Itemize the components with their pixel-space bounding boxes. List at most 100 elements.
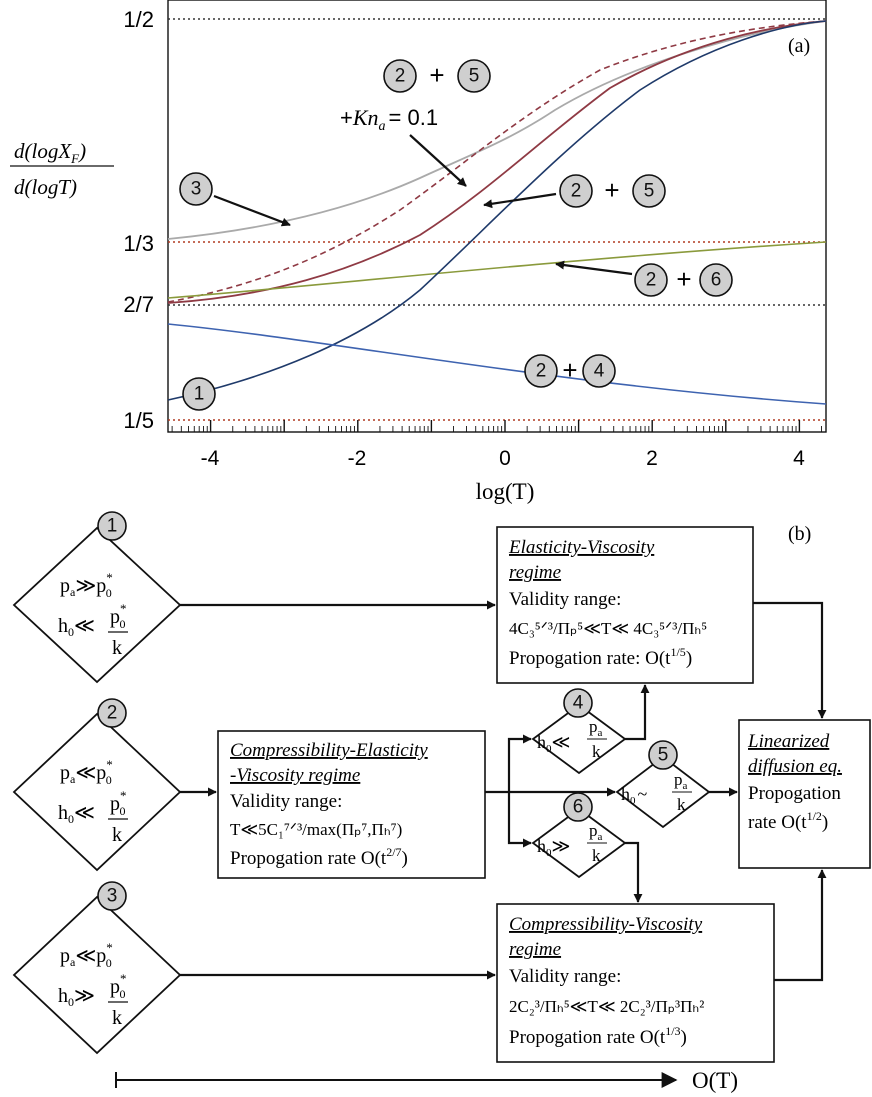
bubble-2-kn	[383, 59, 417, 93]
box-cev-rate-exp: 2/7	[386, 845, 401, 859]
d2-frac-den: k	[112, 824, 122, 846]
flow-arrows	[180, 600, 827, 982]
d3-frac-sup: *	[120, 971, 127, 986]
curve-2-plus-5	[167, 20, 827, 304]
curve-2-plus-5-kn	[167, 20, 827, 303]
kn-var: Kn	[352, 105, 379, 130]
d5-frac-num: p	[674, 770, 683, 789]
d2-p: p	[60, 762, 70, 784]
box-cev-title-2: -Viscosity regime	[230, 765, 360, 786]
box-cev-rate-close: )	[402, 848, 408, 869]
y-tick-two-sevenths: 2/7	[123, 292, 154, 317]
box-cv-validity: Validity range:	[509, 966, 621, 987]
d4-rel: ≪	[552, 732, 571, 752]
plus-kn-1: +	[429, 60, 444, 90]
annotation-1: 1	[182, 377, 216, 411]
arrow-25	[483, 192, 557, 209]
d3-h: h	[58, 985, 68, 1007]
arrow-3	[213, 194, 291, 227]
svg-text:pa≪p*0: pa≪p* 0	[60, 940, 113, 970]
curve-2-plus-4	[167, 323, 827, 405]
box-ev-rate-exp: 1/5	[670, 645, 685, 659]
box-ld-title-2: diffusion eq.	[748, 756, 842, 777]
d2-frac-num: p	[110, 793, 120, 815]
y-tick-fifth: 1/5	[123, 408, 154, 433]
d1-frac-num: p	[110, 606, 120, 628]
y-label-numerator-sub: F	[70, 151, 80, 166]
diamond-5-shape	[615, 755, 711, 829]
bubble-1-a-label: 1	[194, 384, 205, 405]
box-cv-range: 2C₂³/Πₕ⁵≪Ƭ≪ 2C₂³/Πₚ³Πₕ²	[509, 997, 704, 1016]
box-ld-title-1: Linearized	[747, 731, 830, 752]
bubble-2-kn-label: 2	[395, 66, 406, 87]
d4-h-sub: 0	[546, 743, 552, 755]
annotation-2-4: 2 + 4	[524, 354, 616, 388]
box-cv-rate-close: )	[681, 1027, 687, 1048]
svg-text:Propogation rate O(t1/3): Propogation rate O(t1/3)	[509, 1024, 687, 1048]
d1-p0-sub: 0	[106, 586, 112, 600]
box-elasticity-viscosity: Elasticity-Viscosity regime Validity ran…	[496, 526, 754, 684]
y-label-numerator: d(logX	[14, 139, 72, 163]
box-compressibility-viscosity: Compressibility-Viscosity regime Validit…	[496, 903, 775, 1063]
bubble-4-a	[582, 354, 616, 388]
d4-h: h	[537, 732, 546, 752]
plus-26: +	[676, 264, 691, 294]
box-ld-frame	[738, 719, 871, 869]
d1-h: h	[58, 615, 68, 637]
d1-rel2: ≪	[74, 615, 95, 637]
bubble-3-a	[179, 172, 213, 206]
d5-frac-den: k	[677, 795, 686, 814]
bubble-2-a	[559, 174, 593, 208]
d2-frac-sub: 0	[120, 804, 126, 818]
d6-frac-den: k	[592, 846, 601, 865]
bubble-6-a-label: 6	[711, 270, 722, 291]
d3-frac-sub: 0	[120, 987, 126, 1001]
svg-text:rate O(t1/2): rate O(t1/2)	[748, 809, 828, 833]
d5-h: h	[621, 784, 630, 804]
bubble-5-kn	[457, 59, 491, 93]
arrow-26	[555, 260, 633, 276]
box-compressibility-elasticity-viscosity: Compressibility-Elasticity -Viscosity re…	[217, 730, 486, 879]
box-ld-rate: rate O(t	[748, 812, 807, 833]
plus-25: +	[604, 175, 619, 205]
svg-text:h0≫: h0≫	[537, 836, 570, 859]
bubble-5-b	[648, 740, 678, 770]
d1-frac-den: k	[112, 637, 122, 659]
bubble-2-d	[97, 698, 127, 728]
x-tick-2: 2	[646, 447, 658, 470]
x-axis-minor-ticks	[171, 420, 823, 432]
d2-p0: p	[96, 762, 106, 784]
arrow-d6-to-cv	[625, 841, 643, 903]
x-axis-label: log(Ƭ)	[476, 479, 535, 504]
svg-text:p*0: p* 0	[110, 601, 127, 631]
curve-1	[167, 20, 827, 401]
box-cev-frame	[217, 730, 486, 879]
box-ev-rate: Propogation rate: O(t	[509, 648, 671, 669]
box-linearized-diffusion: Linearized diffusion eq. Propogation rat…	[738, 719, 871, 869]
box-cev-title-1: Compressibility-Elasticity	[230, 740, 428, 761]
svg-text:Propogation rate: O(t1/5): Propogation rate: O(t1/5)	[509, 645, 692, 669]
box-cev-validity: Validity range:	[230, 791, 342, 812]
diamond-3: 3 pa≪p* 0 h0≫ p* 0 k	[12, 881, 182, 1055]
box-cv-rate: Propogation rate O(t	[509, 1027, 666, 1048]
arrow-kn	[409, 134, 467, 187]
svg-text:h0≫: h0≫	[58, 985, 95, 1009]
d2-rel1: ≪	[75, 762, 96, 784]
bubble-3-a-label: 3	[191, 179, 202, 200]
d3-p0-sup: *	[106, 940, 113, 955]
panel-b: (b) 1 pa≫p* 0 h0≪ p* 0 k 2 pa≪p* 0	[12, 511, 871, 1093]
d1-p: p	[60, 575, 70, 597]
diamond-1: 1 pa≫p* 0 h0≪ p* 0 k	[12, 511, 182, 684]
arrow-cev-to-d6	[507, 792, 532, 848]
d2-p-sub: a	[70, 772, 76, 786]
bubble-1-b-label: 1	[107, 516, 118, 537]
bubble-3-b	[97, 881, 127, 911]
bubble-4-b-label: 4	[573, 693, 584, 714]
d1-rel1: ≫	[75, 575, 96, 597]
panel-a-label: (a)	[788, 35, 810, 57]
d3-p-sub: a	[70, 955, 76, 969]
arrow-cv-to-ld	[774, 869, 827, 982]
bubble-5-a-label: 5	[644, 181, 655, 202]
